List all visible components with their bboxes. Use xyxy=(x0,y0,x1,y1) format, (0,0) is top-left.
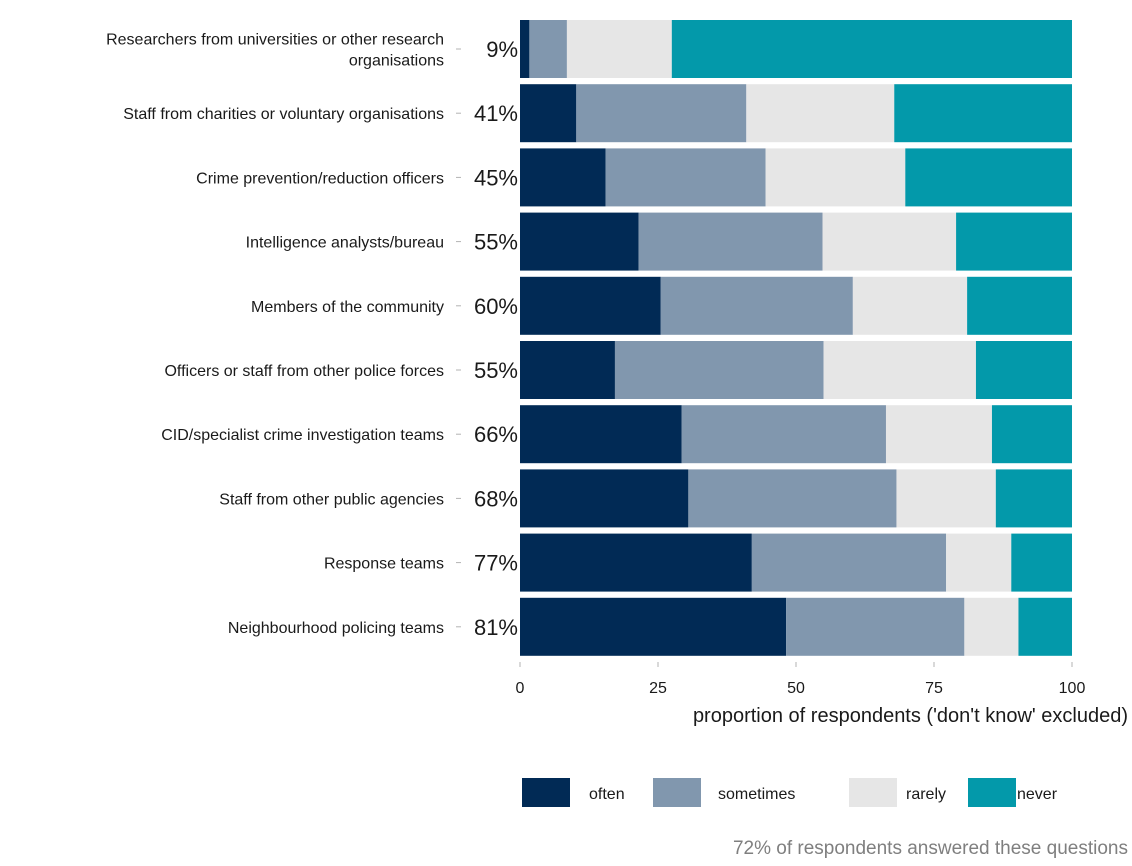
bar-segment-often xyxy=(520,533,752,592)
bar-segment-sometimes xyxy=(681,405,886,464)
bar-segment-sometimes xyxy=(660,276,853,335)
bar-segment-sometimes xyxy=(688,469,897,528)
legend-swatch-rarely xyxy=(849,778,897,807)
footnote: 72% of respondents answered these questi… xyxy=(733,838,1128,859)
category-label: Crime prevention/reduction officers xyxy=(196,170,444,187)
category-label: Response teams xyxy=(324,556,444,573)
bar-segment-rarely xyxy=(822,212,957,271)
category-label: Neighbourhood policing teams xyxy=(228,620,444,637)
bar-segment-often xyxy=(520,405,682,464)
legend: often sometimes rarely never xyxy=(522,778,1058,807)
bar-segment-never xyxy=(967,276,1072,335)
bar-segment-rarely xyxy=(746,84,895,143)
legend-label-rarely: rarely xyxy=(906,786,946,803)
bar-segment-rarely xyxy=(896,469,996,528)
percent-label: 45% xyxy=(474,165,518,190)
bar-segment-often xyxy=(520,212,639,271)
legend-swatch-sometimes xyxy=(653,778,701,807)
category-label: Researchers from universities or other r… xyxy=(106,32,444,70)
x-axis: 0 25 50 75 100 xyxy=(516,662,1086,697)
category-label: CID/specialist crime investigation teams xyxy=(161,427,444,444)
percent-label: 77% xyxy=(474,551,518,576)
percent-labels: 9% 41% 45% 55% 60% 55% 66% 68% 77% 81% xyxy=(474,37,518,640)
bar-segment-often xyxy=(520,469,689,528)
percent-label: 41% xyxy=(474,101,518,126)
category-label: Intelligence analysts/bureau xyxy=(246,235,444,252)
legend-swatch-often xyxy=(522,778,570,807)
bar-segment-never xyxy=(905,148,1072,207)
bar-segment-never xyxy=(1018,597,1072,656)
legend-label-sometimes: sometimes xyxy=(718,786,795,803)
bar-segment-sometimes xyxy=(786,597,965,656)
bar-segment-rarely xyxy=(566,20,672,78)
category-labels: Researchers from universities or other r… xyxy=(106,32,461,637)
bar-segment-sometimes xyxy=(751,533,947,592)
percent-label: 68% xyxy=(474,486,518,511)
percent-label: 60% xyxy=(474,294,518,319)
bar-segment-rarely xyxy=(852,276,968,335)
bar-segment-sometimes xyxy=(576,84,747,143)
percent-label: 81% xyxy=(474,615,518,640)
bar-segment-often xyxy=(520,148,606,207)
bar-segment-often xyxy=(520,276,661,335)
x-axis-title: proportion of respondents ('don't know' … xyxy=(693,705,1128,727)
bar-segment-often xyxy=(520,341,615,399)
category-label: Officers or staff from other police forc… xyxy=(164,363,444,380)
bar-segment-rarely xyxy=(765,148,906,207)
bar-segment-never xyxy=(894,84,1072,143)
x-tick-label: 100 xyxy=(1059,680,1086,697)
bar-segment-sometimes xyxy=(638,212,823,271)
bar-segment-rarely xyxy=(823,341,976,399)
bar-segment-rarely xyxy=(885,405,992,464)
bar-segment-sometimes xyxy=(529,20,567,78)
legend-swatch-never xyxy=(968,778,1016,807)
percent-label: 9% xyxy=(486,37,518,62)
percent-label: 66% xyxy=(474,422,518,447)
percent-label: 55% xyxy=(474,230,518,255)
category-label: Members of the community xyxy=(251,299,444,316)
bar-segment-often xyxy=(520,84,577,143)
bar-segment-never xyxy=(1011,533,1072,592)
bar-segment-rarely xyxy=(946,533,1012,592)
bar-segment-never xyxy=(956,212,1072,271)
category-label: Staff from charities or voluntary organi… xyxy=(123,106,444,123)
bars-layer xyxy=(520,20,1072,656)
legend-label-often: often xyxy=(589,786,625,803)
bar-segment-sometimes xyxy=(614,341,824,399)
bar-segment-often xyxy=(520,597,787,656)
bar-segment-never xyxy=(975,341,1072,399)
bar-segment-rarely xyxy=(964,597,1019,656)
bar-segment-never xyxy=(671,20,1072,78)
bar-segment-sometimes xyxy=(605,148,766,207)
percent-label: 55% xyxy=(474,358,518,383)
bar-segment-often xyxy=(520,20,530,78)
bar-segment-never xyxy=(991,405,1072,464)
x-tick-label: 25 xyxy=(649,680,667,697)
x-tick-label: 50 xyxy=(787,680,805,697)
legend-label-never: never xyxy=(1017,786,1058,803)
bar-segment-never xyxy=(995,469,1072,528)
x-tick-label: 75 xyxy=(925,680,943,697)
x-tick-label: 0 xyxy=(516,680,525,697)
category-label: Staff from other public agencies xyxy=(219,491,444,508)
